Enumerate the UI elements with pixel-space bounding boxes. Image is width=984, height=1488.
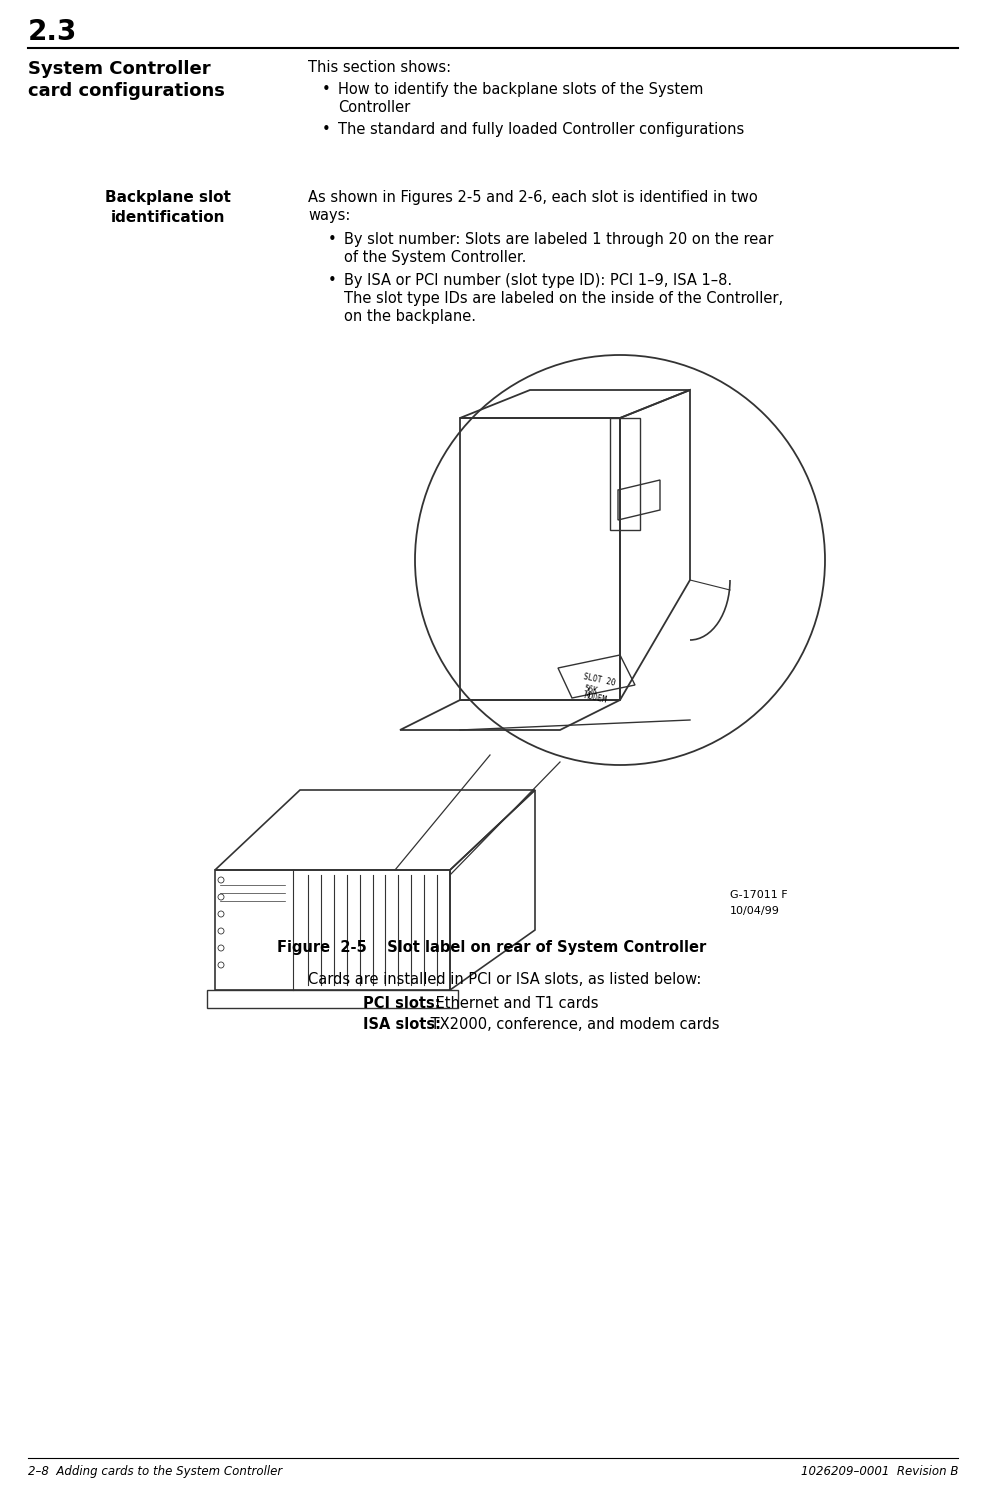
Text: of the System Controller.: of the System Controller. [344,250,526,265]
Text: •: • [328,272,337,289]
Text: G-17011 F: G-17011 F [730,890,787,900]
Text: 2–8  Adding cards to the System Controller: 2–8 Adding cards to the System Controlle… [28,1466,282,1478]
Text: 10/04/99: 10/04/99 [730,906,780,917]
Text: Backplane slot: Backplane slot [105,190,231,205]
Text: How to identify the backplane slots of the System: How to identify the backplane slots of t… [338,82,704,97]
Text: TX2000, conference, and modem cards: TX2000, conference, and modem cards [426,1016,719,1033]
Text: Ethernet and T1 cards: Ethernet and T1 cards [431,995,598,1010]
Text: Figure  2-5    Slot label on rear of System Controller: Figure 2-5 Slot label on rear of System … [277,940,707,955]
Text: •: • [322,82,331,97]
Text: Cards are installed in PCI or ISA slots, as listed below:: Cards are installed in PCI or ISA slots,… [308,972,702,987]
Text: 56K: 56K [583,684,598,696]
Text: By ISA or PCI number (slot type ID): PCI 1–9, ISA 1–8.: By ISA or PCI number (slot type ID): PCI… [344,272,732,289]
Text: card configurations: card configurations [28,82,225,100]
Text: 1026209–0001  Revision B: 1026209–0001 Revision B [801,1466,958,1478]
Text: identification: identification [111,210,225,225]
Text: ISA slots:: ISA slots: [363,1016,441,1033]
Text: The slot type IDs are labeled on the inside of the Controller,: The slot type IDs are labeled on the ins… [344,292,783,307]
Text: 2.3: 2.3 [28,18,78,46]
Text: PCI slots:: PCI slots: [363,995,441,1010]
Text: Controller: Controller [338,100,410,115]
Text: The standard and fully loaded Controller configurations: The standard and fully loaded Controller… [338,122,744,137]
Text: This section shows:: This section shows: [308,60,451,74]
Text: SLOT 20: SLOT 20 [583,673,617,687]
Text: on the backplane.: on the backplane. [344,310,476,324]
Text: ways:: ways: [308,208,350,223]
Text: As shown in Figures 2-5 and 2-6, each slot is identified in two: As shown in Figures 2-5 and 2-6, each sl… [308,190,758,205]
Text: System Controller: System Controller [28,60,211,77]
Text: MODEM: MODEM [583,692,607,705]
Text: By slot number: Slots are labeled 1 through 20 on the rear: By slot number: Slots are labeled 1 thro… [344,232,773,247]
Text: •: • [322,122,331,137]
Text: •: • [328,232,337,247]
